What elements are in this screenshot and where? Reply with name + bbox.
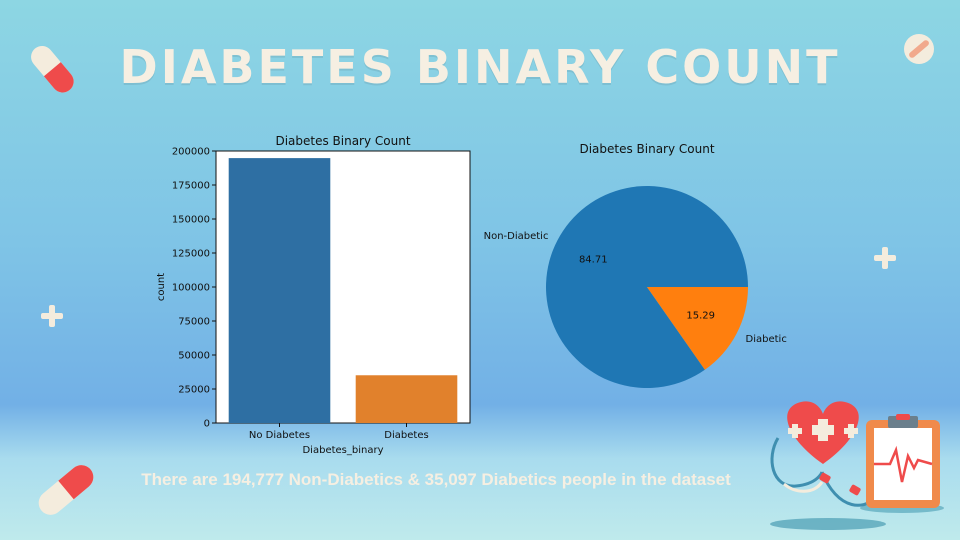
plus-icon	[874, 247, 896, 269]
x-tick-label: No Diabetes	[249, 430, 310, 441]
bar-chart-title: Diabetes Binary Count	[275, 134, 410, 148]
pie-slice	[647, 287, 748, 370]
caption: There are 194,777 Non-Diabetics & 35,097…	[141, 470, 731, 489]
pie-chart-title: Diabetes Binary Count	[579, 142, 714, 156]
y-tick-label: 0	[204, 419, 210, 430]
page-title: DIABETES BINARY COUNT	[119, 40, 841, 94]
heart-icon	[787, 401, 859, 464]
bar-chart-ylabel: count	[156, 273, 167, 301]
plus-icon	[41, 305, 63, 327]
bar-chart-xlabel: Diabetes_binary	[302, 445, 383, 456]
y-tick-label: 175000	[172, 181, 210, 192]
y-tick-label: 75000	[178, 317, 210, 328]
pie-category-label: Non-Diabetic	[484, 231, 549, 242]
bar-chart: Diabetes Binary Count 0 25000 50000 75000 10…	[156, 134, 471, 456]
bar	[355, 375, 458, 423]
x-tick-label: Diabetes	[384, 430, 428, 441]
y-tick-label: 125000	[172, 249, 210, 260]
pie-value-label: 84.71	[579, 254, 608, 265]
pie-value-label: 15.29	[686, 311, 715, 322]
pie-category-label: Diabetic	[746, 334, 787, 345]
bar	[228, 158, 331, 423]
pill-icon	[31, 45, 74, 93]
pill-icon	[38, 465, 94, 515]
y-tick-label: 50000	[178, 351, 210, 362]
pie-slice	[546, 185, 748, 388]
y-tick-label: 100000	[172, 283, 210, 294]
stethoscope-icon	[770, 401, 944, 530]
y-tick-label: 150000	[172, 215, 210, 226]
bandage-icon	[904, 34, 934, 64]
y-tick-label: 200000	[172, 147, 210, 158]
y-tick-label: 25000	[178, 385, 210, 396]
clipboard-icon	[866, 414, 940, 508]
pie-chart: Diabetes Binary Count 84.71 Non-Diabetic 1…	[484, 142, 787, 388]
